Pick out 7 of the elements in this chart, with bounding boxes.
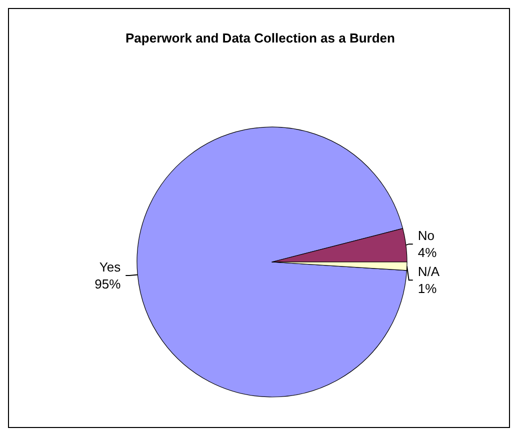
data-label: 95% [94,276,122,292]
slice-label: Yes [99,259,122,274]
data-label: 1% [418,281,438,296]
slice-label: N/A [418,264,440,280]
data-label: 4% [418,245,438,260]
chart-title: Paperwork and Data Collection as a Burden [126,30,396,46]
slice-label: No [418,228,434,244]
